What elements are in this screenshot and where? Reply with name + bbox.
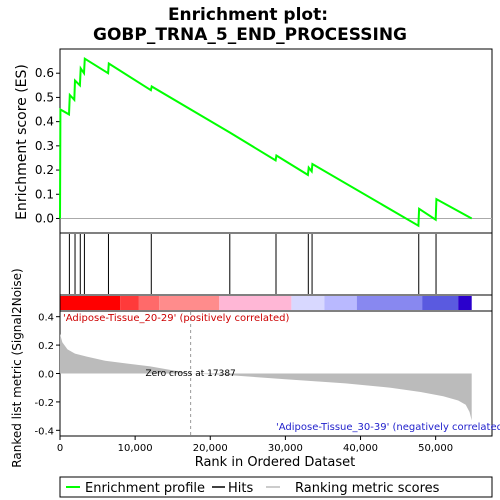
- rank-bar-segment: [458, 296, 472, 310]
- rank-bar-segment: [291, 296, 325, 310]
- rank-bar-segment: [422, 296, 459, 310]
- es-y-tick-label: 0.6: [35, 66, 54, 80]
- metric-x-tick-label: 20,000: [193, 443, 228, 454]
- rank-bar-segment: [324, 296, 357, 310]
- rank-bar-segment: [159, 296, 220, 310]
- metric-x-axis-label: Rank in Ordered Dataset: [195, 455, 356, 470]
- rank-bar-segment: [120, 296, 139, 310]
- positive-group-label: 'Adipose-Tissue_20-29' (positively corre…: [63, 313, 289, 324]
- es-y-tick-label: 0.1: [35, 187, 54, 201]
- enrichment-profile-line: [59, 56, 473, 228]
- es-y-tick-label: 0.3: [35, 139, 54, 153]
- chart-title-line2: GOBP_TRNA_5_END_PROCESSING: [93, 25, 407, 45]
- zero-cross-label: Zero cross at 17387: [145, 369, 235, 379]
- es-panel-frame: [59, 48, 493, 234]
- rank-bar-segment: [356, 296, 423, 310]
- metric-x-tick-label: 10,000: [118, 443, 153, 454]
- rank-color-bar: [60, 296, 472, 310]
- es-y-axis: 0.0 0.1 0.2 0.3 0.4 0.5 0.6: [35, 66, 60, 225]
- metric-y-tick-label: -0.4: [34, 426, 54, 437]
- metric-y-tick-label: 0.2: [38, 341, 54, 352]
- rank-bar-segment: [60, 296, 121, 310]
- es-y-tick-label: 0.5: [35, 90, 54, 104]
- hit-markers: [59, 234, 437, 294]
- metric-x-tick-label: 30,000: [268, 443, 303, 454]
- metric-y-axis-label: Ranked list metric (Signal2Noise): [10, 268, 24, 467]
- legend-enrichment-label: Enrichment profile: [85, 481, 205, 496]
- metric-x-tick-label: 40,000: [343, 443, 378, 454]
- rank-bar-segment: [219, 296, 292, 310]
- legend-hits-label: Hits: [228, 481, 253, 496]
- metric-y-tick-label: 0.4: [38, 313, 54, 324]
- es-y-tick-label: 0.4: [35, 115, 54, 129]
- negative-group-label: 'Adipose-Tissue_30-39' (negatively corre…: [276, 422, 500, 433]
- metric-x-tick-label: 0: [57, 443, 63, 454]
- rank-bar-segment: [138, 296, 160, 310]
- metric-y-tick-label: 0.0: [38, 370, 54, 381]
- metric-y-axis: -0.4 -0.2 0.0 0.2 0.4: [34, 313, 60, 437]
- ranking-metric-area: [60, 333, 472, 421]
- metric-x-axis: 0 10,000 20,000 30,000 40,000 50,000: [57, 436, 453, 454]
- chart-title-line1: Enrichment plot:: [168, 5, 328, 25]
- es-y-tick-label: 0.0: [35, 211, 54, 225]
- metric-x-tick-label: 50,000: [418, 443, 453, 454]
- es-y-axis-label: Enrichment score (ES): [14, 64, 30, 220]
- es-y-tick-label: 0.2: [35, 163, 54, 177]
- legend-metric-label: Ranking metric scores: [295, 481, 440, 496]
- metric-y-tick-label: -0.2: [34, 398, 54, 409]
